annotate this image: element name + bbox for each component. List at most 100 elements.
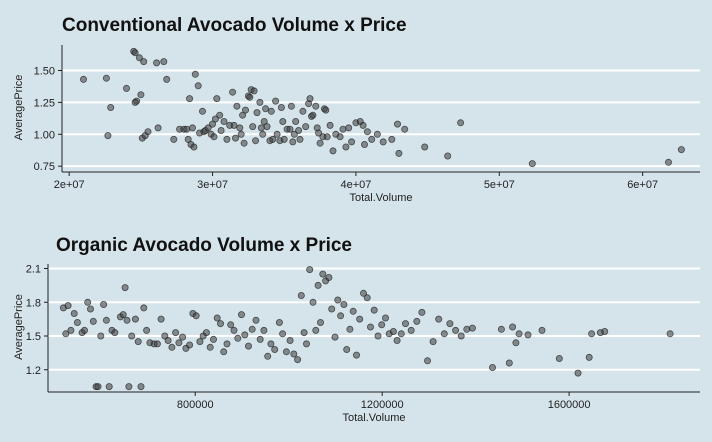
- y-axis-title: AveragePrice: [13, 294, 25, 360]
- data-point: [241, 106, 249, 114]
- data-point: [144, 128, 152, 136]
- data-point: [374, 332, 382, 340]
- data-point: [393, 120, 401, 128]
- data-point: [379, 138, 387, 146]
- data-point: [237, 130, 245, 138]
- x-axis-title: Total.Volume: [343, 412, 406, 424]
- data-point: [227, 321, 235, 329]
- data-point: [273, 130, 281, 138]
- data-point: [360, 140, 368, 148]
- data-point: [346, 325, 354, 333]
- data-point: [446, 320, 454, 328]
- data-point: [289, 138, 297, 146]
- data-point: [666, 330, 674, 338]
- data-point: [140, 58, 148, 66]
- data-point: [287, 102, 295, 110]
- data-point: [665, 158, 673, 166]
- data-point: [418, 308, 426, 316]
- data-point: [296, 135, 304, 143]
- data-point: [538, 326, 546, 334]
- data-point: [381, 314, 389, 322]
- data-point: [186, 95, 194, 103]
- data-point: [262, 105, 270, 113]
- data-point: [314, 281, 322, 289]
- y-tick-label: 1.00: [34, 129, 55, 141]
- data-point: [220, 348, 228, 356]
- data-point: [389, 327, 397, 335]
- data-point: [153, 340, 161, 348]
- data-point: [363, 128, 371, 136]
- data-point: [574, 369, 582, 377]
- data-point: [373, 130, 381, 138]
- data-point: [488, 363, 496, 371]
- data-point: [312, 326, 320, 334]
- x-tick-label: 1600000: [548, 399, 591, 411]
- data-point: [194, 82, 202, 90]
- y-tick-label: 1.8: [26, 297, 41, 309]
- data-point: [239, 111, 247, 119]
- data-point: [339, 125, 347, 133]
- data-point: [104, 132, 112, 140]
- axis-ticks: 800000 1200000 1600000 1.2 1.5 1.8 2.1: [26, 264, 591, 412]
- data-point: [121, 284, 129, 292]
- data-point: [457, 332, 465, 340]
- data-point: [123, 316, 131, 324]
- data-point: [263, 123, 271, 131]
- data-point: [186, 341, 194, 349]
- data-point: [267, 107, 275, 115]
- data-point: [279, 330, 287, 338]
- data-point: [326, 121, 334, 129]
- data-point: [248, 325, 256, 333]
- data-points: [59, 266, 674, 391]
- data-point: [297, 291, 305, 299]
- data-point: [191, 70, 199, 78]
- data-point: [306, 266, 314, 274]
- data-point: [585, 353, 593, 361]
- data-point: [292, 118, 300, 126]
- data-point: [105, 383, 113, 391]
- data-point: [352, 351, 360, 359]
- data-point: [349, 307, 357, 315]
- data-point: [244, 342, 252, 350]
- data-point: [359, 289, 367, 297]
- data-point: [168, 343, 176, 351]
- data-point: [87, 305, 95, 313]
- y-tick-label: 2.1: [26, 264, 41, 276]
- data-point: [316, 318, 324, 326]
- data-point: [302, 340, 310, 348]
- data-point: [240, 139, 248, 147]
- data-point: [107, 104, 115, 112]
- data-point: [153, 59, 161, 67]
- data-point: [236, 124, 244, 132]
- data-point: [131, 315, 139, 323]
- data-point: [233, 102, 241, 110]
- x-tick-label: 5e+07: [484, 179, 515, 191]
- data-point: [198, 107, 206, 115]
- data-point: [209, 335, 217, 343]
- data-point: [272, 97, 280, 105]
- data-point: [250, 87, 258, 95]
- data-point: [309, 111, 317, 119]
- data-point: [290, 130, 298, 138]
- data-point: [140, 304, 148, 312]
- data-point: [294, 356, 302, 364]
- axis-ticks: 2e+07 3e+07 4e+07 5e+07 6e+07 0.75 1.00 1.25 1.5…: [34, 66, 659, 191]
- data-point: [295, 127, 303, 135]
- data-point: [309, 298, 317, 306]
- data-point: [157, 315, 165, 323]
- data-point: [277, 104, 285, 112]
- data-point: [312, 102, 320, 110]
- data-point: [388, 135, 396, 143]
- data-point: [271, 345, 279, 353]
- data-point: [429, 338, 437, 346]
- data-point: [154, 124, 162, 132]
- data-point: [213, 95, 221, 103]
- data-point: [213, 314, 221, 322]
- data-point: [188, 124, 196, 132]
- data-point: [444, 152, 452, 160]
- data-point: [252, 316, 260, 324]
- data-point: [601, 327, 609, 335]
- data-point: [505, 359, 513, 367]
- data-point: [143, 326, 151, 334]
